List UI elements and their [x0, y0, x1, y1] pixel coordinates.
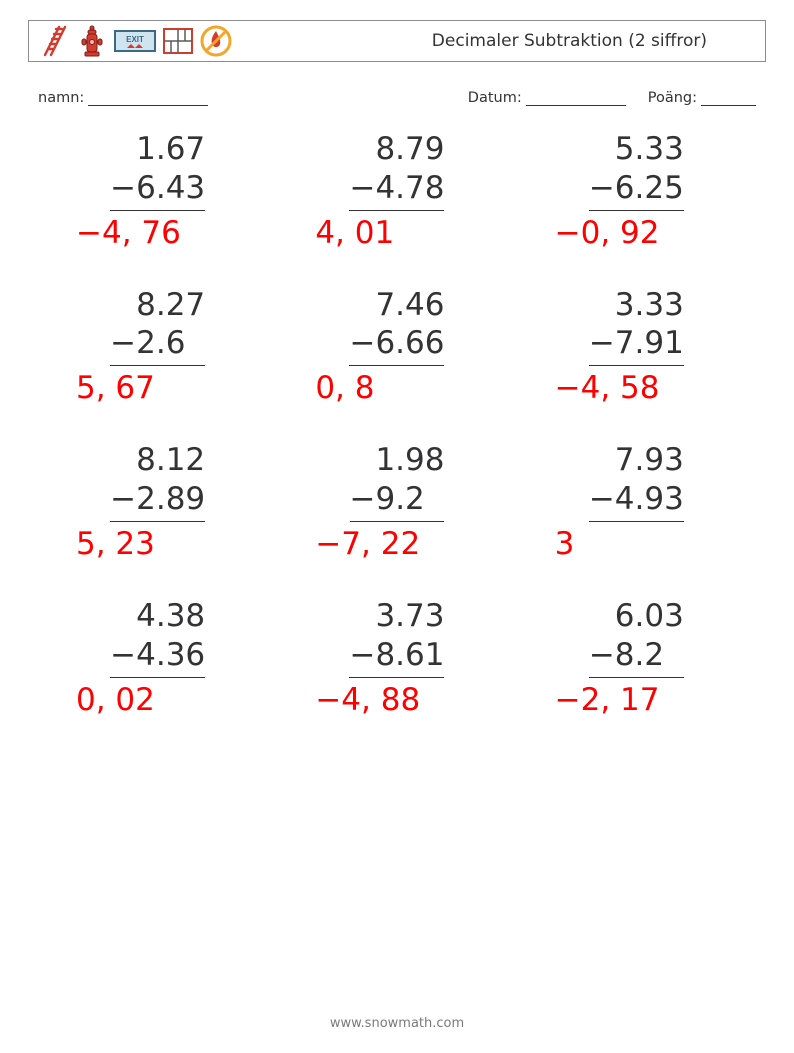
subtrahend: −6.43 [110, 169, 205, 211]
answer: −4, 58 [517, 370, 756, 407]
answer: 3 [517, 526, 756, 563]
subtrahend: −4.93 [589, 480, 684, 522]
subtrahend: −9.2 [350, 480, 445, 522]
subtrahend: −6.66 [349, 324, 444, 366]
subtrahend: −8.2 [589, 636, 684, 678]
name-label: namn: [38, 90, 84, 106]
answer: −2, 17 [517, 682, 756, 719]
worksheet-title: Decimaler Subtraktion (2 siffror) [432, 31, 757, 51]
score-label: Poäng: [648, 90, 697, 106]
date-blank[interactable] [526, 91, 626, 106]
minuend: 6.03 [589, 597, 684, 636]
ladder-icon [37, 24, 71, 58]
problem-2: 8.79−4.78 4, 01 [277, 130, 516, 252]
answer: 5, 23 [38, 526, 277, 563]
problem-9: 7.93−4.93 3 [517, 441, 756, 563]
subtrahend: −4.36 [110, 636, 205, 678]
problem-4: 8.27−2.6 5, 67 [38, 286, 277, 408]
answer: 5, 67 [38, 370, 277, 407]
minuend: 4.38 [110, 597, 205, 636]
answer: −4, 76 [38, 215, 277, 252]
footer-url: www.snowmath.com [0, 1016, 794, 1031]
minuend: 1.67 [110, 130, 205, 169]
subtrahend: −6.25 [589, 169, 684, 211]
exit-sign-icon: EXIT [113, 24, 157, 58]
problem-5: 7.46−6.66 0, 8 [277, 286, 516, 408]
minuend: 8.12 [110, 441, 205, 480]
problem-1: 1.67−6.43 −4, 76 [38, 130, 277, 252]
problem-12: 6.03−8.2 −2, 17 [517, 597, 756, 719]
date-label: Datum: [468, 90, 522, 106]
svg-text:EXIT: EXIT [126, 35, 144, 44]
minuend: 3.33 [589, 286, 684, 325]
minuend: 7.46 [349, 286, 444, 325]
minuend: 5.33 [589, 130, 684, 169]
problem-7: 8.12−2.89 5, 23 [38, 441, 277, 563]
subtrahend: −8.61 [349, 636, 444, 678]
hydrant-icon [75, 24, 109, 58]
problems-grid: 1.67−6.43 −4, 76 8.79−4.78 4, 01 5.33−6.25 −0… [28, 130, 766, 719]
answer: 0, 8 [277, 370, 516, 407]
subtrahend: −4.78 [349, 169, 444, 211]
minuend: 1.98 [350, 441, 445, 480]
minuend: 7.93 [589, 441, 684, 480]
answer: 4, 01 [277, 215, 516, 252]
answer: −7, 22 [277, 526, 516, 563]
meta-row: namn: Datum: Poäng: [38, 90, 756, 106]
subtrahend: −2.89 [110, 480, 205, 522]
problem-8: 1.98−9.2 −7, 22 [277, 441, 516, 563]
no-fire-icon [199, 24, 233, 58]
header-icons: EXIT [37, 21, 233, 61]
subtrahend: −7.91 [589, 324, 684, 366]
answer: −0, 92 [517, 215, 756, 252]
subtrahend: −2.6 [110, 324, 205, 366]
name-blank[interactable] [88, 91, 208, 106]
problem-11: 3.73−8.61 −4, 88 [277, 597, 516, 719]
minuend: 3.73 [349, 597, 444, 636]
header-bar: EXIT Decimaler Subtraktion (2 siffror) [28, 20, 766, 62]
problem-3: 5.33−6.25 −0, 92 [517, 130, 756, 252]
problem-6: 3.33−7.91 −4, 58 [517, 286, 756, 408]
floorplan-icon [161, 24, 195, 58]
minuend: 8.79 [349, 130, 444, 169]
answer: −4, 88 [277, 682, 516, 719]
minuend: 8.27 [110, 286, 205, 325]
score-blank[interactable] [701, 91, 756, 106]
problem-10: 4.38−4.36 0, 02 [38, 597, 277, 719]
answer: 0, 02 [38, 682, 277, 719]
